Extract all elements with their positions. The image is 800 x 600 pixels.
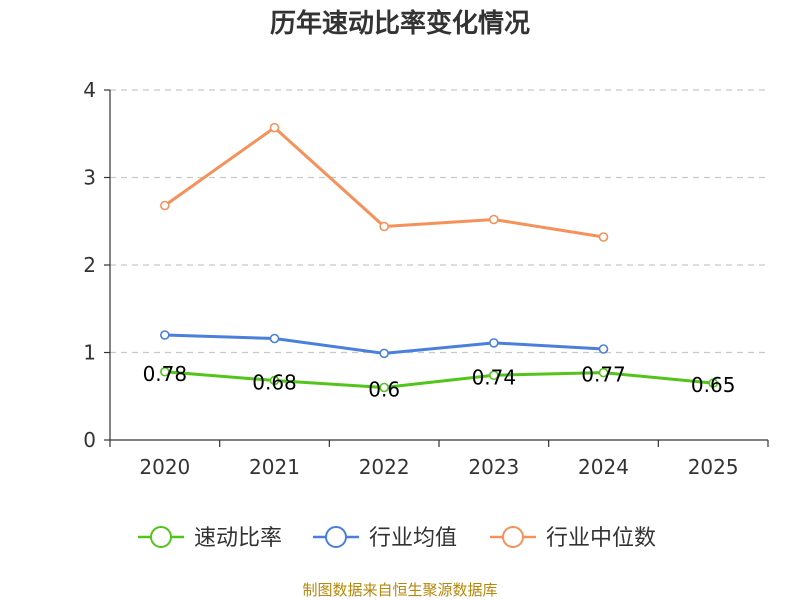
axes: 0 1 2 3 4 2020 2021 2022 2023 2024 2025 bbox=[83, 78, 769, 479]
x-tick-label: 2023 bbox=[468, 455, 519, 479]
y-tick-label: 2 bbox=[83, 253, 96, 277]
x-tick-label: 2024 bbox=[578, 455, 629, 479]
data-point[interactable] bbox=[379, 382, 389, 393]
data-label: 0.6 bbox=[368, 378, 400, 402]
data-point[interactable] bbox=[598, 344, 609, 354]
data-point[interactable] bbox=[269, 122, 280, 133]
legend[interactable]: 速动比率 行业均值 行业中位数 bbox=[138, 526, 656, 551]
data-point[interactable] bbox=[598, 232, 609, 242]
data-point[interactable] bbox=[708, 378, 718, 388]
data-point[interactable] bbox=[489, 338, 499, 348]
data-point[interactable] bbox=[489, 370, 499, 381]
y-tick-label: 1 bbox=[83, 341, 96, 365]
data-label: 0.77 bbox=[581, 363, 626, 387]
legend-label-0[interactable]: 速动比率 bbox=[194, 526, 282, 551]
data-point[interactable] bbox=[160, 330, 170, 340]
legend-marker-1 bbox=[325, 526, 347, 548]
data-point[interactable] bbox=[379, 348, 389, 359]
y-tick-label: 4 bbox=[83, 78, 96, 102]
data-label: 0.78 bbox=[143, 362, 188, 386]
data-point[interactable] bbox=[160, 200, 170, 211]
data-labels: 0.78 0.68 0.6 0.74 0.77 0.65 bbox=[143, 362, 736, 402]
series-line-2 bbox=[163, 126, 604, 239]
data-point[interactable] bbox=[598, 367, 609, 378]
chart-title: 历年速动比率变化情况 bbox=[270, 8, 530, 39]
series-line-0 bbox=[164, 370, 714, 389]
data-point[interactable] bbox=[269, 375, 280, 386]
x-tick-label: 2025 bbox=[688, 455, 739, 479]
x-tick-label: 2021 bbox=[249, 455, 300, 479]
grid bbox=[110, 89, 768, 354]
data-label: 0.68 bbox=[252, 371, 297, 395]
data-point[interactable] bbox=[379, 221, 389, 232]
data-label: 0.65 bbox=[691, 373, 736, 397]
data-point[interactable] bbox=[269, 333, 280, 344]
legend-marker-0 bbox=[150, 526, 172, 548]
source-note: 制图数据来自恒生聚源数据库 bbox=[302, 581, 497, 599]
x-tick-label: 2022 bbox=[359, 455, 410, 479]
y-tick-label: 3 bbox=[83, 166, 96, 190]
y-tick-label: 0 bbox=[83, 428, 96, 452]
legend-marker-2 bbox=[502, 526, 524, 548]
data-point[interactable] bbox=[160, 366, 170, 377]
x-tick-label: 2020 bbox=[139, 455, 190, 479]
legend-label-1[interactable]: 行业均值 bbox=[369, 526, 457, 551]
series-group bbox=[160, 122, 718, 393]
data-label: 0.74 bbox=[472, 365, 517, 389]
legend-label-2[interactable]: 行业中位数 bbox=[546, 526, 656, 551]
data-point[interactable] bbox=[489, 214, 499, 225]
